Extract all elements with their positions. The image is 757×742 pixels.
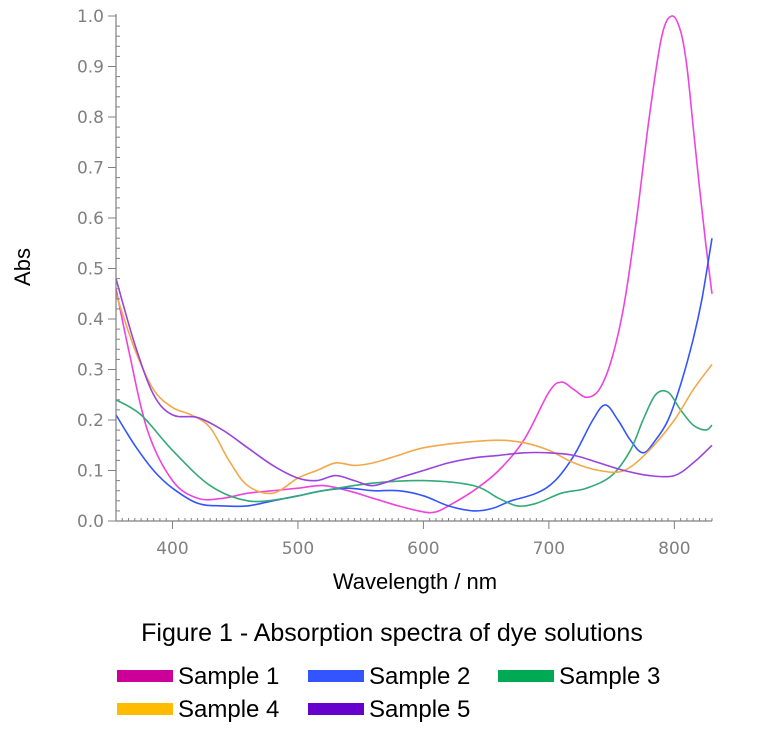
y-tick-label: 0.1 (77, 462, 104, 482)
figure-caption: Figure 1 - Absorption spectra of dye sol… (141, 619, 643, 647)
series-line-sample-2 (115, 238, 713, 512)
legend-swatch-sample-3 (498, 670, 554, 682)
legend-item-sample-2: Sample 2 (308, 663, 470, 690)
x-tick-label: 600 (407, 539, 439, 559)
legend-label-sample-4: Sample 4 (178, 696, 279, 723)
axes-layer: 0.0 0.1 0.2 0.3 0.4 0.5 0.6 0.7 0.8 0.9 1.0 400 500 6… (77, 7, 713, 559)
x-tick-label: 500 (282, 539, 314, 559)
legend-item-sample-5: Sample 5 (308, 696, 470, 723)
series-line-sample-5 (115, 278, 713, 487)
y-tick-label: 0.7 (77, 159, 104, 179)
x-tick-label: 400 (156, 539, 188, 559)
legend-swatch-sample-5 (308, 703, 364, 715)
series-line-sample-3 (115, 389, 713, 507)
y-tick-label: 0.8 (77, 108, 104, 128)
y-axis-title: Abs (10, 248, 35, 286)
legend-swatch-sample-2 (308, 670, 364, 682)
legend-item-sample-1: Sample 1 (117, 663, 279, 690)
legend-label-sample-1: Sample 1 (178, 663, 279, 690)
y-tick-label: 0.2 (77, 411, 104, 431)
legend-label-sample-5: Sample 5 (369, 696, 470, 723)
legend-swatch-sample-1 (117, 670, 173, 682)
series-layer (115, 15, 713, 514)
legend-item-sample-4: Sample 4 (117, 696, 279, 723)
plot-area: 0.0 0.1 0.2 0.3 0.4 0.5 0.6 0.7 0.8 0.9 1.0 400 500 6… (77, 7, 713, 559)
y-tick-label: 0.3 (77, 361, 104, 381)
series-line-sample-1 (115, 15, 713, 514)
legend-label-sample-2: Sample 2 (369, 663, 470, 690)
y-tick-label: 0.5 (77, 260, 104, 280)
legend-item-sample-3: Sample 3 (498, 663, 660, 690)
x-tick-label: 700 (533, 539, 565, 559)
y-tick-label: 0.9 (77, 58, 104, 78)
legend-label-sample-3: Sample 3 (559, 663, 660, 690)
x-tick-label: 800 (658, 539, 690, 559)
y-tick-label: 1.0 (77, 7, 104, 27)
y-tick-label: 0.4 (77, 310, 104, 330)
legend-swatch-sample-4 (117, 703, 173, 715)
legend: Sample 1 Sample 2 Sample 3 Sample 4 Samp… (117, 663, 660, 723)
x-axis-title: Wavelength / nm (333, 569, 497, 594)
y-tick-label: 0.0 (77, 512, 104, 532)
y-tick-label: 0.6 (77, 209, 104, 229)
